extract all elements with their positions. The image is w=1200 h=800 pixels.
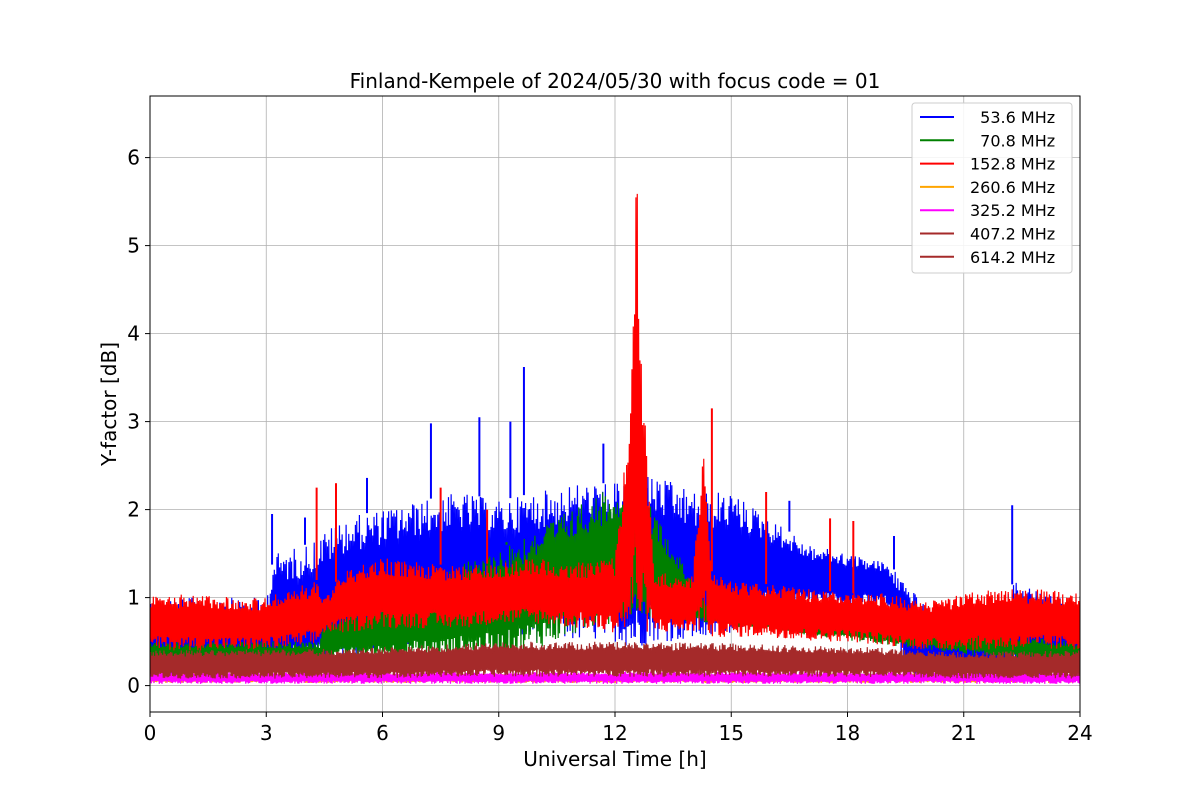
y-tick-label: 0 [127, 674, 140, 698]
y-tick-label: 4 [127, 322, 140, 346]
y-tick-label: 1 [127, 586, 140, 610]
y-axis-label: Y-factor [dB] [97, 342, 121, 467]
x-axis-ticks: 0 3 6 9 12 15 18 21 24 [144, 712, 1093, 745]
x-tick-label: 6 [376, 721, 389, 745]
series-line [150, 193, 1080, 651]
legend: 53.6 MHz 70.8 MHz 152.8 MHz 260.6 MHz 325.2… [911, 102, 1073, 274]
x-axis-label: Universal Time [h] [523, 747, 706, 771]
series-6 [150, 646, 1080, 679]
series-2 [150, 193, 1080, 651]
x-tick-label: 24 [1067, 721, 1092, 745]
chart-title: Finland-Kempele of 2024/05/30 with focus… [350, 69, 881, 93]
x-tick-label: 9 [492, 721, 505, 745]
x-tick-label: 18 [835, 721, 860, 745]
y-tick-label: 3 [127, 410, 140, 434]
legend-label: 614.2 MHz [970, 248, 1055, 267]
series-line [150, 646, 1080, 679]
legend-label: 152.8 MHz [970, 155, 1055, 174]
y-tick-label: 2 [127, 498, 140, 522]
legend-label: 325.2 MHz [970, 201, 1055, 220]
x-tick-label: 15 [719, 721, 744, 745]
y-axis-ticks: 0 1 2 3 4 5 6 [127, 146, 150, 698]
x-tick-label: 12 [602, 721, 627, 745]
series-layer [150, 193, 1080, 684]
y-tick-label: 6 [127, 146, 140, 170]
plot-area [150, 193, 1080, 684]
x-tick-label: 0 [144, 721, 157, 745]
legend-label: 260.6 MHz [970, 178, 1055, 197]
legend-label: 70.8 MHz [970, 131, 1055, 150]
legend-label: 407.2 MHz [970, 225, 1055, 244]
x-tick-label: 21 [951, 721, 976, 745]
y-tick-label: 5 [127, 234, 140, 258]
legend-label: 53.6 MHz [970, 108, 1055, 127]
x-tick-label: 3 [260, 721, 273, 745]
legend-box [911, 102, 1073, 274]
